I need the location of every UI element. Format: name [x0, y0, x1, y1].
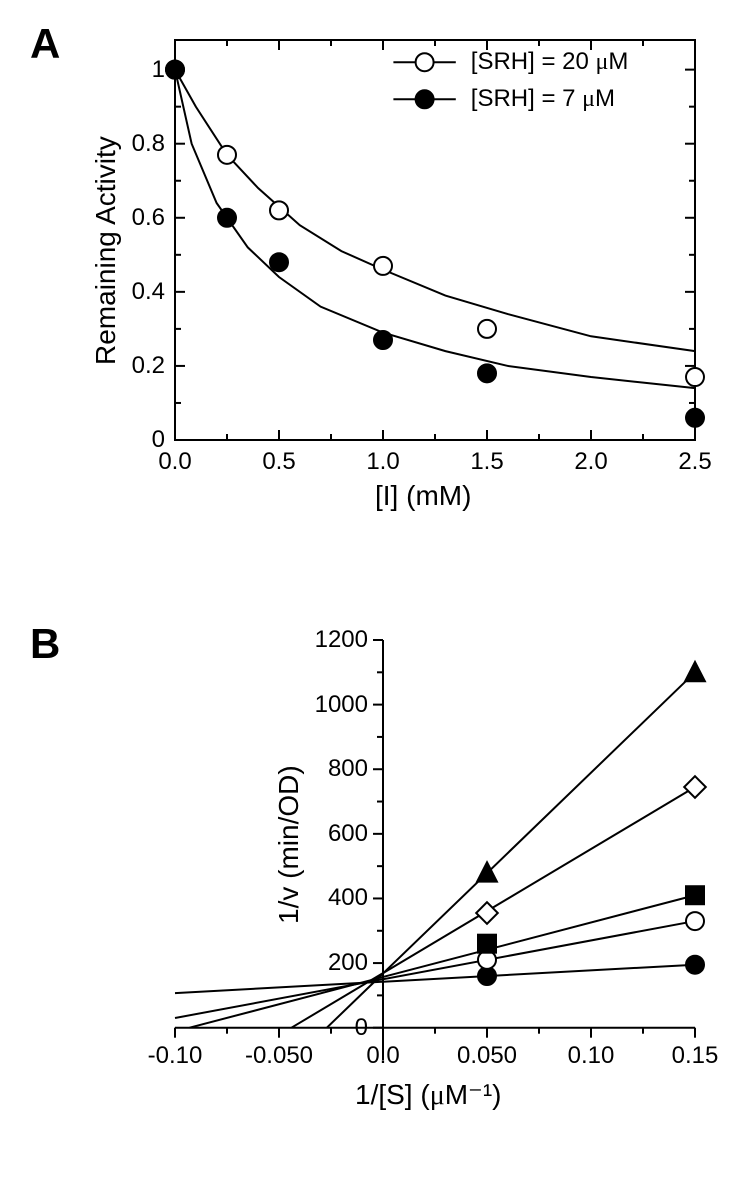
panel-a-label: A: [30, 20, 60, 68]
y-tick-label: 1200: [308, 626, 368, 654]
legend-item: [SRH] = 20 μM: [471, 48, 629, 76]
panel-a-plot: 0.00.51.01.52.02.500.20.40.60.81[I] (mM)…: [175, 40, 695, 440]
legend-item: [SRH] = 7 μM: [471, 85, 615, 113]
x-tick-label: 2.5: [670, 448, 720, 476]
x-axis-title: [I] (mM): [375, 480, 471, 512]
x-tick-label: 1.5: [462, 448, 512, 476]
y-tick-label: 0: [120, 426, 165, 454]
y-tick-label: 400: [308, 884, 368, 912]
x-tick-label: 2.0: [566, 448, 616, 476]
y-tick-label: 600: [308, 820, 368, 848]
panel-b-svg: [175, 640, 695, 1060]
y-tick-label: 0.4: [120, 278, 165, 306]
y-tick-label: 0: [308, 1014, 368, 1042]
x-tick-label: 1.0: [358, 448, 408, 476]
panel-b-label: B: [30, 620, 60, 668]
x-axis-title: 1/[S] (μM⁻¹): [355, 1078, 501, 1112]
y-tick-label: 1000: [308, 691, 368, 719]
page: A 0.00.51.01.52.02.500.20.40.60.81[I] (m…: [0, 0, 750, 1199]
y-tick-label: 1: [120, 56, 165, 84]
x-tick-label: -0.050: [239, 1042, 319, 1070]
x-tick-label: 0.15: [655, 1042, 735, 1070]
panel-b-plot: -0.10-0.0500.00.0500.100.150200400600800…: [175, 640, 695, 1060]
y-tick-label: 0.2: [120, 352, 165, 380]
y-tick-label: 800: [308, 755, 368, 783]
x-tick-label: 0.0: [343, 1042, 423, 1070]
x-tick-label: 0.050: [447, 1042, 527, 1070]
panel-a-svg: [175, 40, 695, 440]
y-tick-label: 200: [308, 949, 368, 977]
y-tick-label: 0.8: [120, 130, 165, 158]
x-tick-label: 0.5: [254, 448, 304, 476]
y-axis-title: 1/v (min/OD): [273, 765, 305, 924]
y-tick-label: 0.6: [120, 204, 165, 232]
x-tick-label: 0.10: [551, 1042, 631, 1070]
y-axis-title: Remaining Activity: [90, 136, 122, 365]
x-tick-label: -0.10: [135, 1042, 215, 1070]
